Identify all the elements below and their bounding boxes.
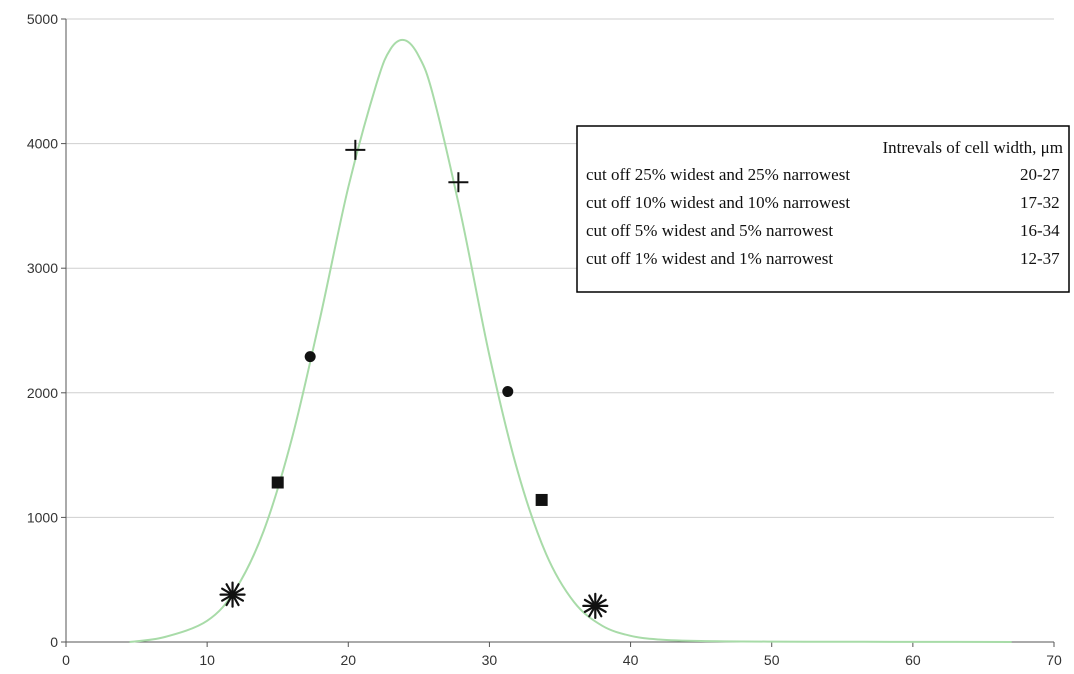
y-tick-label: 2000 xyxy=(27,385,58,401)
x-tick-label: 60 xyxy=(905,652,921,668)
y-tick-label: 3000 xyxy=(27,260,58,276)
legend-row-value: 17-32 xyxy=(1020,193,1060,212)
asterisk-marker xyxy=(219,581,246,608)
plus-marker xyxy=(345,139,366,160)
square-marker xyxy=(535,493,548,506)
x-tick-label: 70 xyxy=(1046,652,1062,668)
y-axis-ticks: 0 1000 2000 3000 4000 5000 xyxy=(27,11,66,650)
legend-header: Intrevals of cell width, μm xyxy=(883,138,1063,157)
axes xyxy=(65,19,1054,643)
circle-marker xyxy=(502,386,514,398)
circle-marker xyxy=(304,351,316,363)
x-tick-label: 30 xyxy=(482,652,498,668)
asterisk-marker xyxy=(582,592,609,619)
distribution-curve xyxy=(129,38,1012,643)
legend-row-label: cut off 1% widest and 1% narrowest xyxy=(586,249,833,268)
legend-row-label: cut off 25% widest and 25% narrowest xyxy=(586,165,850,184)
y-tick-label: 0 xyxy=(50,634,58,650)
x-tick-label: 20 xyxy=(340,652,356,668)
legend-row-value: 20-27 xyxy=(1020,165,1060,184)
y-tick-label: 1000 xyxy=(27,509,58,525)
y-tick-label: 5000 xyxy=(27,11,58,27)
legend-row-label: cut off 5% widest and 5% narrowest xyxy=(586,221,833,240)
x-tick-label: 0 xyxy=(62,652,70,668)
y-tick-label: 4000 xyxy=(27,136,58,152)
legend-row-label: cut off 10% widest and 10% narrowest xyxy=(586,193,850,212)
legend-box xyxy=(576,125,1070,293)
legend-row-value: 12-37 xyxy=(1020,249,1060,268)
x-tick-label: 50 xyxy=(764,652,780,668)
legend: Intrevals of cell width, μm cut off 25% … xyxy=(576,125,1070,293)
markers-group xyxy=(219,139,609,619)
legend-row-value: 16-34 xyxy=(1020,221,1060,240)
x-axis-ticks: 0 10 20 30 40 50 60 70 xyxy=(62,642,1062,668)
plus-marker xyxy=(448,172,469,193)
x-tick-label: 40 xyxy=(623,652,639,668)
square-marker xyxy=(271,476,284,489)
distribution-curve-group xyxy=(129,38,1012,643)
x-tick-label: 10 xyxy=(199,652,215,668)
